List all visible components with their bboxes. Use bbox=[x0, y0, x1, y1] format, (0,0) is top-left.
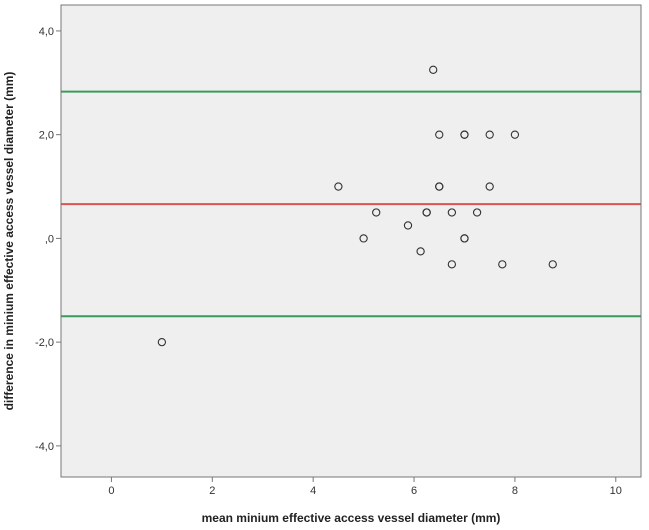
x-tick-label-1: 2 bbox=[209, 485, 215, 497]
data-point-5 bbox=[416, 247, 425, 256]
data-point-21 bbox=[498, 260, 507, 269]
data-point-17 bbox=[460, 234, 469, 243]
data-point-13 bbox=[447, 260, 457, 269]
y-tick-label-0: 4,0 bbox=[39, 26, 54, 38]
data-point-7 bbox=[422, 208, 431, 217]
y-tick-label-1: 2,0 bbox=[39, 130, 54, 142]
reference-lines bbox=[61, 90, 641, 318]
data-point-11 bbox=[435, 182, 444, 191]
data-point-8 bbox=[429, 65, 438, 74]
data-point-18 bbox=[472, 208, 482, 217]
data-point-0 bbox=[157, 337, 167, 347]
y-axis: 4,0 2,0 ,0 -2,0 -4,0 bbox=[35, 26, 61, 453]
x-axis-title: mean minium effective access vessel diam… bbox=[202, 511, 501, 525]
data-point-12 bbox=[447, 208, 457, 217]
data-point-3 bbox=[372, 208, 381, 217]
y-axis-title: difference in minium effective access ve… bbox=[2, 72, 16, 411]
y-tick-label-4: -4,0 bbox=[35, 441, 54, 453]
data-points bbox=[157, 65, 557, 347]
x-axis: 0 2 4 6 8 10 bbox=[108, 477, 622, 497]
x-tick-label-4: 8 bbox=[512, 485, 518, 497]
data-point-2 bbox=[359, 234, 368, 243]
x-tick-label-2: 4 bbox=[310, 485, 316, 497]
data-point-22 bbox=[510, 130, 520, 139]
data-point-4 bbox=[403, 221, 413, 230]
y-tick-label-3: -2,0 bbox=[35, 337, 54, 349]
data-point-9 bbox=[435, 130, 444, 139]
x-tick-label-5: 10 bbox=[610, 485, 622, 497]
data-point-23 bbox=[548, 260, 557, 269]
data-point-15 bbox=[460, 130, 469, 139]
y-tick-label-2: ,0 bbox=[45, 233, 54, 245]
data-point-1 bbox=[334, 182, 343, 191]
data-point-19 bbox=[485, 130, 494, 139]
data-point-20 bbox=[485, 182, 494, 191]
plot-frame bbox=[60, 4, 642, 478]
x-tick-label-0: 0 bbox=[108, 485, 114, 497]
plot-area bbox=[61, 5, 641, 477]
x-tick-label-3: 6 bbox=[411, 485, 417, 497]
